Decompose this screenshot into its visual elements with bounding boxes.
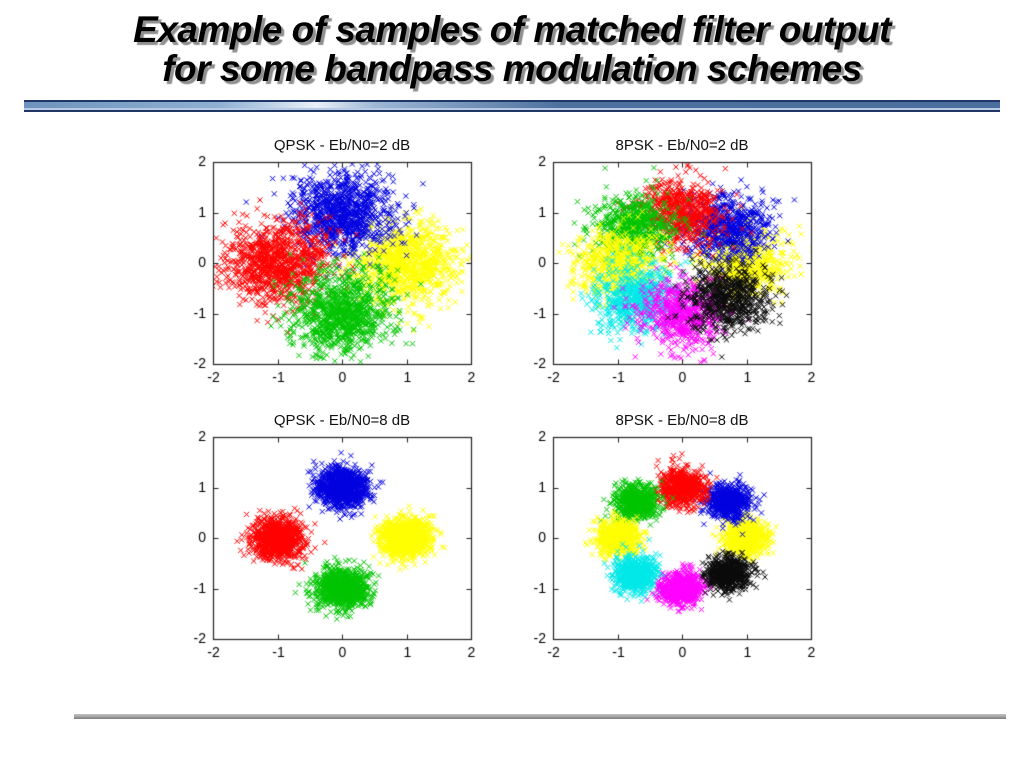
slide-title-line-2: for some bandpass modulation schemes <box>162 48 862 89</box>
chart-8psk-2db-title: 8PSK - Eb/N0=2 dB <box>615 137 749 154</box>
title-divider <box>24 100 1000 112</box>
chart-8psk-8db-title: 8PSK - Eb/N0=8 dB <box>615 412 749 429</box>
chart-qpsk-8db-canvas <box>168 409 498 679</box>
chart-qpsk-8db: QPSK - Eb/N0=8 dB <box>168 409 498 679</box>
bottom-divider-rule <box>74 714 1006 719</box>
chart-8psk-2db-canvas <box>508 134 838 404</box>
chart-qpsk-8db-title: QPSK - Eb/N0=8 dB <box>273 412 411 429</box>
chart-qpsk-2db-title: QPSK - Eb/N0=2 dB <box>273 137 411 154</box>
divider-blue-band <box>24 102 1000 108</box>
chart-qpsk-2db-canvas <box>168 134 498 404</box>
divider-navy-bottom-line <box>24 110 1000 112</box>
chart-8psk-8db-canvas <box>508 409 838 679</box>
divider-pale-line <box>24 108 1000 110</box>
slide-title-line-1: Example of samples of matched filter out… <box>133 9 891 50</box>
chart-qpsk-2db: QPSK - Eb/N0=2 dB <box>168 134 498 404</box>
chart-8psk-2db: 8PSK - Eb/N0=2 dB <box>508 134 838 404</box>
slide-title: Example of samples of matched filter out… <box>0 10 1024 88</box>
divider-navy-top-line <box>24 100 1000 102</box>
chart-8psk-8db: 8PSK - Eb/N0=8 dB <box>508 409 838 679</box>
